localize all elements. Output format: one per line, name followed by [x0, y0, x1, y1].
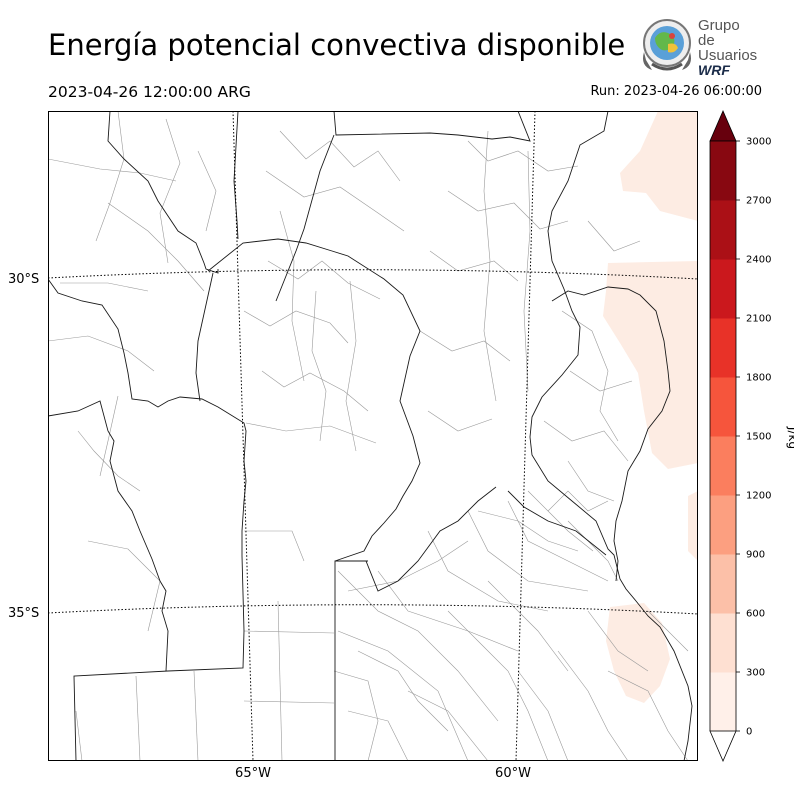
lat-label-30s: 30°S	[8, 272, 40, 287]
colorbar-segment	[710, 495, 736, 555]
colorbar-segment	[710, 613, 736, 673]
buenos-aires-partidos	[333, 490, 689, 761]
department-boundaries	[48, 111, 641, 761]
colorbar-tick-label: 1200	[746, 491, 771, 502]
colorbar-tick-label: 2700	[746, 196, 771, 207]
colorbar-extend-low	[709, 730, 737, 763]
colorbar-tick-label: 2400	[746, 255, 771, 266]
colorbar-tick-label: 3000	[746, 137, 771, 148]
colorbar-tick-label: 2100	[746, 314, 771, 325]
colorbar-segment	[710, 554, 736, 614]
graticule	[48, 111, 698, 761]
province-borders	[48, 111, 693, 761]
colorbar-segment	[710, 436, 736, 496]
colorbar-segment	[710, 200, 736, 260]
colorbar-tick-label: 600	[746, 609, 765, 620]
colorbar-segment	[710, 318, 736, 378]
colorbar: 0 300 600 900 1200 1500 1800 2100 2400 2700 3000 J…	[709, 109, 794, 763]
colorbar-extend-high	[709, 109, 737, 142]
map-frame	[48, 111, 698, 761]
colorbar-tick-label: 1500	[746, 432, 771, 443]
colorbar-tick-label: 900	[746, 550, 765, 561]
colorbar-segment	[710, 377, 736, 437]
colorbar-label: J/kg	[786, 426, 794, 449]
lon-label-60w: 60°W	[495, 766, 531, 781]
lon-label-65w: 65°W	[235, 766, 271, 781]
colorbar-segment	[710, 141, 736, 201]
map-panel	[48, 111, 698, 761]
lat-label-35s: 35°S	[8, 606, 40, 621]
colorbar-tick-label: 0	[746, 727, 752, 738]
colorbar-segment	[710, 672, 736, 732]
colorbar-segment	[710, 259, 736, 319]
globe-logo-icon	[643, 19, 691, 71]
colorbar-tick-label: 1800	[746, 373, 771, 384]
logo-text-line1: Grupo de	[698, 17, 740, 49]
logo-text-line3: WRF	[698, 62, 730, 78]
logo-text-line2: Usuarios	[698, 47, 758, 64]
colorbar-tick-label: 300	[746, 668, 765, 679]
logo: Grupo de Usuarios WRF	[638, 16, 758, 78]
run-time: Run: 2023-04-26 06:00:00	[590, 84, 762, 99]
map-title: Energía potencial convectiva disponible	[48, 28, 626, 62]
valid-time: 2023-04-26 12:00:00 ARG	[48, 83, 251, 101]
